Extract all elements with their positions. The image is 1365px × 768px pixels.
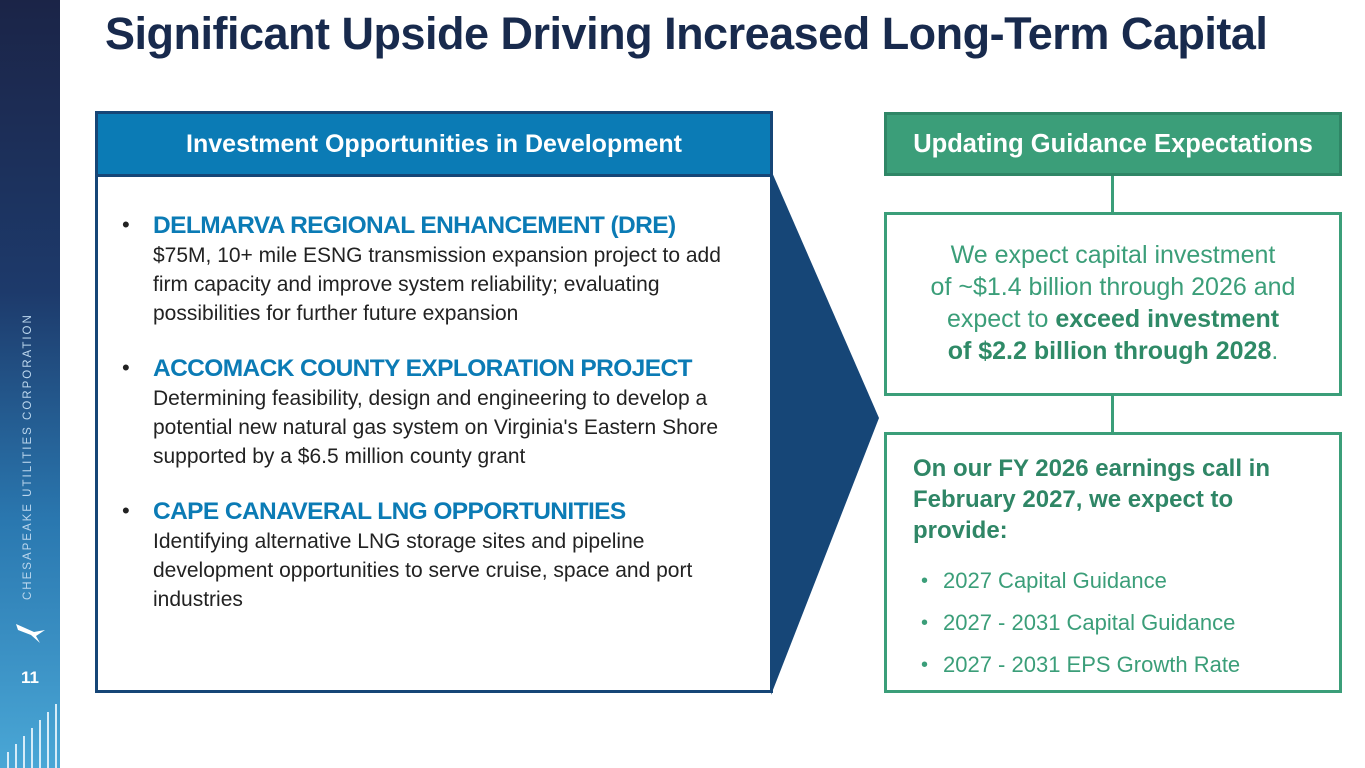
opportunity-description: Determining feasibility, design and engi… bbox=[153, 387, 719, 468]
bullet-icon: • bbox=[122, 355, 130, 380]
decorative-lines bbox=[7, 704, 57, 768]
list-item: • ACCOMACK COUNTY EXPLORATION PROJECT De… bbox=[98, 354, 770, 471]
opportunity-title: DELMARVA REGIONAL ENHANCEMENT (DRE) bbox=[153, 212, 676, 239]
opportunity-title: CAPE CANAVERAL LNG OPPORTUNITIES bbox=[153, 498, 626, 525]
sidebar: CHESAPEAKE UTILITIES CORPORATION 11 bbox=[0, 0, 60, 768]
page-title: Significant Upside Driving Increased Lon… bbox=[105, 8, 1268, 59]
panel-header: Investment Opportunities in Development bbox=[98, 114, 770, 177]
opportunity-description: Identifying alternative LNG storage site… bbox=[153, 530, 693, 611]
expectation-line: of ~$1.4 billion through 2026 and bbox=[930, 273, 1296, 301]
future-heading: On our FY 2026 earnings call in February… bbox=[913, 455, 1271, 544]
bullet-icon: • bbox=[921, 570, 929, 592]
connector-line bbox=[1111, 176, 1114, 212]
chevron-arrow-icon bbox=[771, 170, 879, 695]
opportunity-description: $75M, 10+ mile ESNG transmission expansi… bbox=[153, 244, 721, 325]
list-item: • 2027 - 2031 EPS Growth Rate bbox=[913, 644, 1319, 686]
guidance-item-label: 2027 - 2031 Capital Guidance bbox=[943, 610, 1236, 635]
expectation-line: expect to exceed investment bbox=[887, 303, 1339, 335]
list-item: • CAPE CANAVERAL LNG OPPORTUNITIES Ident… bbox=[98, 497, 770, 614]
expectation-highlight: exceed investment bbox=[1055, 305, 1280, 333]
expectation-text: . bbox=[1271, 337, 1279, 365]
guidance-header: Updating Guidance Expectations bbox=[884, 112, 1342, 176]
capital-expectation-box: We expect capital investment of ~$1.4 bi… bbox=[884, 212, 1342, 396]
investment-opportunities-panel: Investment Opportunities in Development … bbox=[95, 111, 773, 693]
company-name: CHESAPEAKE UTILITIES CORPORATION bbox=[22, 313, 34, 600]
expectation-line: We expect capital investment bbox=[950, 241, 1276, 269]
opportunity-title: ACCOMACK COUNTY EXPLORATION PROJECT bbox=[153, 355, 693, 382]
expectation-text: expect to bbox=[946, 305, 1056, 333]
list-item: • 2027 Capital Guidance bbox=[913, 560, 1319, 602]
guidance-list: • 2027 Capital Guidance • 2027 - 2031 Ca… bbox=[913, 560, 1319, 686]
bullet-icon: • bbox=[921, 654, 929, 676]
bullet-icon: • bbox=[921, 612, 929, 634]
opportunity-list: • DELMARVA REGIONAL ENHANCEMENT (DRE) $7… bbox=[98, 177, 770, 614]
bullet-icon: • bbox=[122, 498, 130, 523]
guidance-item-label: 2027 - 2031 EPS Growth Rate bbox=[943, 652, 1241, 677]
future-guidance-box: On our FY 2026 earnings call in February… bbox=[884, 432, 1342, 693]
bird-logo-icon bbox=[16, 624, 45, 643]
expectation-highlight: of $2.2 billion through 2028 bbox=[947, 337, 1272, 365]
list-item: • 2027 - 2031 Capital Guidance bbox=[913, 602, 1319, 644]
bullet-icon: • bbox=[122, 212, 130, 237]
list-item: • DELMARVA REGIONAL ENHANCEMENT (DRE) $7… bbox=[98, 211, 770, 328]
expectation-line: of $2.2 billion through 2028. bbox=[887, 335, 1339, 367]
guidance-item-label: 2027 Capital Guidance bbox=[943, 568, 1167, 593]
connector-line bbox=[1111, 395, 1114, 432]
page-number: 11 bbox=[21, 668, 39, 687]
